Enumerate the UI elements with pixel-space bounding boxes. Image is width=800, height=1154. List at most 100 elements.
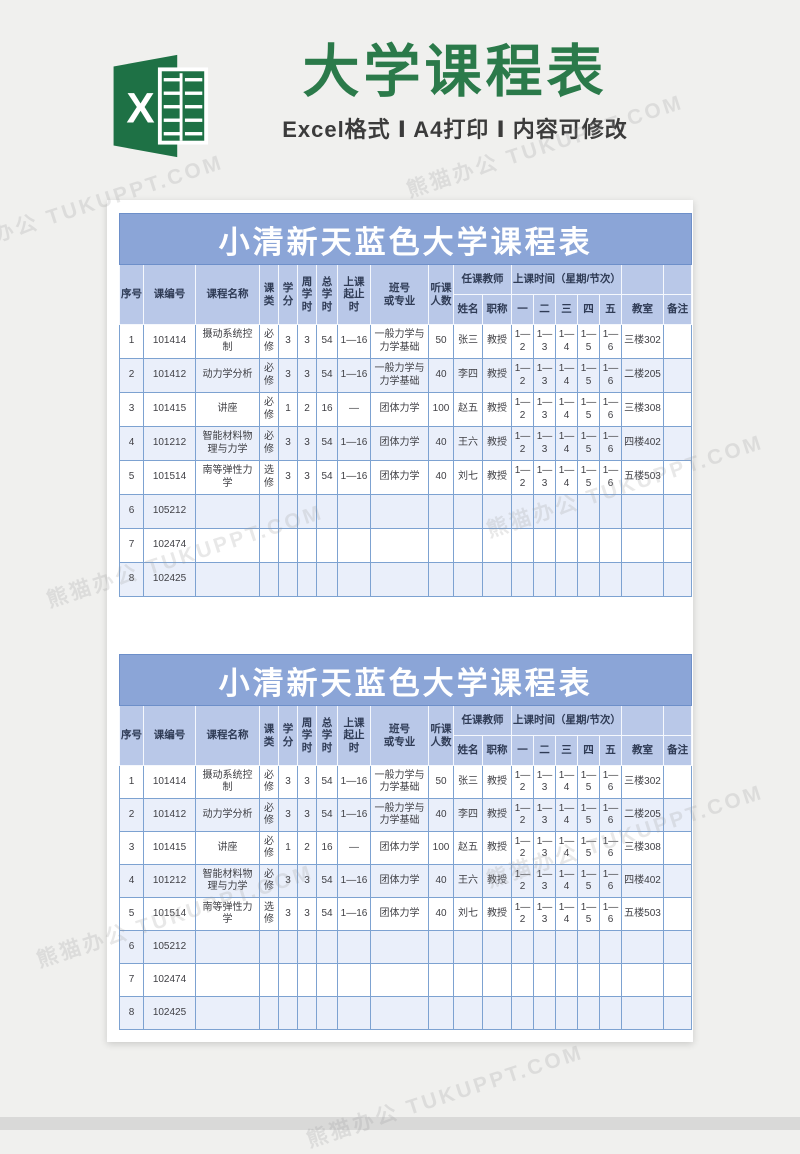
table-cell: 1—16: [337, 864, 371, 898]
table-cell: 54: [316, 460, 338, 495]
table-cell: [370, 494, 429, 529]
table-cell: [428, 528, 454, 563]
table-cell: 3: [297, 864, 317, 898]
table-body: 1 101414 摄动系统控制 必修 3 3 54 1—16 一般力学与力学基础 50 张三 教授 1—…: [119, 765, 693, 1030]
table-cell: [555, 996, 578, 1030]
table-cell: 3: [297, 358, 317, 393]
table-cell: 40: [428, 460, 454, 495]
table-cell: [453, 930, 483, 964]
table-cell: 1—5: [577, 765, 600, 799]
table-cell: [662, 392, 693, 427]
table-cell: 1—3: [533, 831, 556, 865]
table-cell: [533, 528, 556, 563]
table-cell: [662, 460, 693, 495]
table-cell: [195, 528, 260, 563]
table-cell: 必修: [259, 426, 279, 461]
table-cell: 101212: [143, 426, 196, 461]
col-day-tue: 二: [533, 294, 556, 325]
table-cell: [621, 996, 664, 1030]
table-row: 3 101415 讲座 必修 1 2 16— 团体力学 100 赵五 教授 1—2 1—3 1—4 1—5 1…: [119, 392, 693, 427]
col-credit: 学 分: [278, 705, 298, 766]
table-cell: 必修: [259, 798, 279, 832]
table-cell: —: [337, 831, 371, 865]
table-cell: 1—2: [511, 358, 534, 393]
col-total-hours: 总 学 时: [316, 705, 338, 766]
table-cell: 1—4: [555, 460, 578, 495]
table-cell: 四楼402: [621, 426, 664, 461]
table-cell: 教授: [482, 798, 512, 832]
table-cell: 选修: [259, 460, 279, 495]
table-cell: [428, 930, 454, 964]
table-cell: 100: [428, 392, 454, 427]
table-cell: 1—3: [533, 765, 556, 799]
table-cell: 1—4: [555, 426, 578, 461]
table-cell: 南等弹性力学: [195, 897, 260, 931]
table-cell: 54: [316, 426, 338, 461]
table-cell: 101212: [143, 864, 196, 898]
table-cell: [662, 864, 693, 898]
table-cell: [599, 996, 622, 1030]
table-cell: 1—6: [599, 392, 622, 427]
table-cell: [259, 996, 279, 1030]
table-cell: 讲座: [195, 392, 260, 427]
table-cell: 6: [119, 930, 144, 964]
table-cell: 1—3: [533, 324, 556, 359]
table-cell: 1—3: [533, 864, 556, 898]
table-cell: 54: [316, 897, 338, 931]
table-cell: 1—2: [511, 897, 534, 931]
table-cell: 动力学分析: [195, 358, 260, 393]
table-cell: 教授: [482, 864, 512, 898]
table-cell: [195, 930, 260, 964]
table-cell: [621, 494, 664, 529]
table-cell: 二楼205: [621, 798, 664, 832]
watermark-text: 熊猫办公 TUKUPPT.COM: [303, 1040, 587, 1153]
course-schedule-table-1: 小清新天蓝色大学课程表 序号 课编号 课程名称 课 类 学 分 周 学 时 总 …: [118, 213, 693, 597]
table-cell: [511, 562, 534, 597]
table-row: 4 101212 智能材料物理与力学 必修 3 3 54 1—16 团体力学 40 王六 教授 1—2 1…: [119, 426, 693, 461]
table-cell: 1—4: [555, 765, 578, 799]
table-cell: [662, 494, 693, 529]
table-cell: [370, 562, 429, 597]
table-cell: 40: [428, 897, 454, 931]
table-cell: 团体力学: [370, 831, 429, 865]
table-cell: 三楼308: [621, 831, 664, 865]
page-subtitle: Excel格式 Ⅰ A4打印 Ⅰ 内容可修改: [282, 116, 628, 142]
table-cell: 105212: [143, 930, 196, 964]
col-day-mon: 一: [511, 294, 534, 325]
table-cell: 1—2: [511, 460, 534, 495]
table-cell: 1: [119, 324, 144, 359]
table-cell: 50: [428, 765, 454, 799]
table-cell: [662, 765, 693, 799]
table-cell: 2: [297, 831, 317, 865]
table-cell: [297, 562, 317, 597]
table-cell: 1—4: [555, 798, 578, 832]
col-seq: 序号: [119, 705, 144, 766]
table-cell: [577, 963, 600, 997]
col-teacher-title: 职称: [482, 294, 512, 325]
table-cell: [453, 963, 483, 997]
table-cell: 3: [278, 426, 298, 461]
table-row: 7 102474: [119, 528, 693, 563]
table-cell: 教授: [482, 324, 512, 359]
table-cell: 1—5: [577, 798, 600, 832]
table-cell: 摄动系统控制: [195, 324, 260, 359]
table-row: 3 101415 讲座 必修 1 2 16— 团体力学 100 赵五 教授 1—2 1—3 1—4 1—5 1…: [119, 831, 693, 865]
col-course-type: 课 类: [259, 264, 279, 325]
table-cell: [599, 528, 622, 563]
table-cell: 1—16: [337, 358, 371, 393]
table-cell: 1—6: [599, 864, 622, 898]
table-cell: [278, 528, 298, 563]
table-cell: 3: [297, 324, 317, 359]
table-cell: [428, 996, 454, 1030]
table-cell: 三楼302: [621, 765, 664, 799]
table-row: 8 102425: [119, 996, 693, 1030]
table-cell: [482, 930, 512, 964]
col-remark: 备注: [662, 294, 693, 325]
col-remark: 备注: [662, 735, 693, 766]
table-cell: 选修: [259, 897, 279, 931]
table-row: 8 102425: [119, 562, 693, 597]
table-cell: 1—4: [555, 897, 578, 931]
table-cell: 16: [316, 831, 338, 865]
col-student-count: 听课 人数: [428, 705, 454, 766]
table-cell: 智能材料物理与力学: [195, 426, 260, 461]
